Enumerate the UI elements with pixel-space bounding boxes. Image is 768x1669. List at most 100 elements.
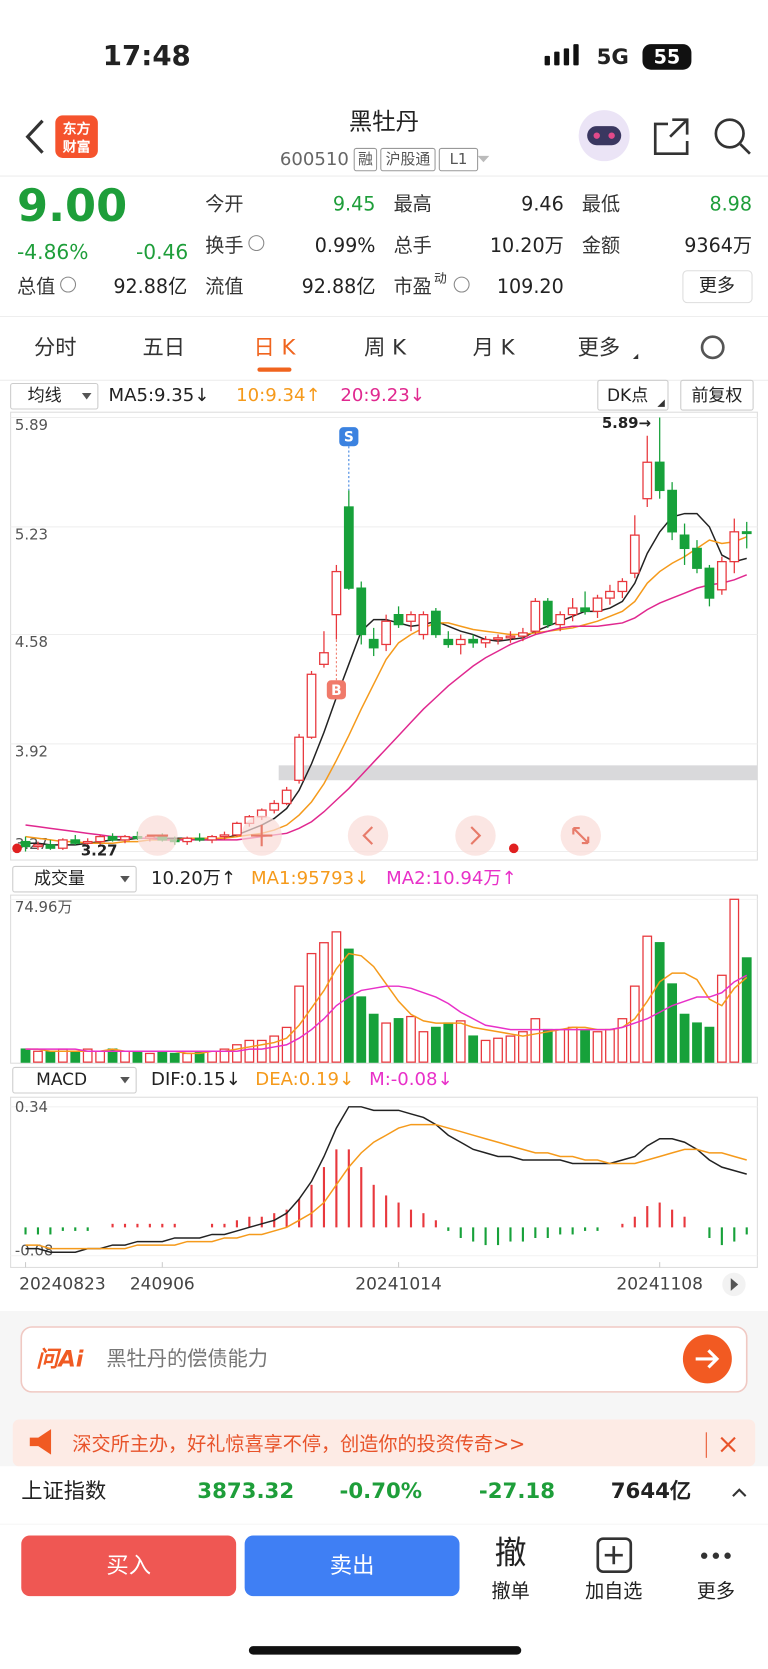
stock-tag [353,147,378,172]
candle-body [281,789,292,805]
nav-icon [470,826,482,845]
candle-body [107,835,118,841]
volume-bar [468,1035,479,1063]
indicator-name: MACD [36,1070,87,1090]
volume-bar [716,974,727,1063]
index-ticker[interactable] [0,1466,768,1524]
field-label: 总手 [394,234,432,257]
dropdown-icon[interactable] [477,155,490,163]
more-button[interactable] [682,270,753,304]
field-label: 最低 [582,192,620,215]
change-amount: -0.46 [136,240,188,264]
stock-tag [438,147,479,172]
field-value: 0.99% [315,234,376,257]
ai-logo: 问Ai [36,1346,84,1372]
y-tick-label: 5.23 [15,525,48,543]
tab[interactable]: 月 K [473,335,516,360]
y-tick-label: 4.58 [15,633,48,651]
ai-box[interactable] [20,1326,748,1393]
field-value: 10.20万 [490,234,564,257]
volume-bar [443,1022,454,1063]
banner[interactable] [12,1419,756,1467]
indicator-dot [12,843,22,854]
volume-bar [542,1028,553,1063]
more-button-label: 更多 [699,276,735,297]
share-button[interactable] [653,118,689,156]
volume-bar [455,1020,466,1063]
y-tick-label: 3.27 [15,835,48,853]
stock-tag [380,147,436,172]
tab[interactable]: 日 K [253,335,296,360]
volume-bar [269,1035,280,1063]
close-banner[interactable] [720,1436,736,1453]
candle-body [120,835,130,841]
signal-label: S [344,430,354,446]
cancel-icon[interactable]: 撤 [495,1534,527,1572]
chart-nav-button[interactable] [347,815,389,856]
indicator-select[interactable] [12,865,137,893]
ma-line [25,536,748,844]
legend-entry: MA1:95793↓ [251,868,369,889]
logo-text: 财富 [63,138,91,155]
sell-button[interactable] [244,1535,460,1597]
dk-button[interactable] [597,379,669,411]
y-tick-label: 5.89 [15,416,48,434]
candle-body [629,534,640,574]
tab[interactable]: 更多 [578,335,621,360]
back-button[interactable] [25,119,44,154]
indicator-select[interactable] [10,382,99,410]
dropdown-icon [120,1077,130,1084]
watchlist-label[interactable]: 加自选 [585,1579,642,1602]
field-label: 总值 [17,275,55,298]
low-annotation: 3.27 [81,842,118,860]
field-value: 9.45 [333,192,376,215]
candle-body [368,638,379,649]
price-panel [10,411,758,861]
search-button[interactable] [714,118,745,149]
chart-nav-button[interactable] [455,815,496,856]
candle-body [82,840,93,844]
settings-button[interactable] [700,335,725,360]
buy-button[interactable] [21,1535,237,1597]
candle-body [493,637,503,641]
volume-bar [704,1026,715,1063]
candle-body [480,638,491,644]
search-handle [739,143,751,155]
sell-label: 卖出 [330,1553,375,1579]
status-time: 17:48 [103,39,191,72]
candle-body [679,534,690,550]
candle-body [518,632,528,637]
expand-icon[interactable] [732,1488,747,1497]
tab[interactable]: 分时 [34,335,77,360]
battery [642,44,692,70]
candle-body [530,600,541,632]
dk-button-label: DK点 [607,386,648,406]
volume-bar [157,1050,168,1063]
field-value: 8.98 [709,192,752,215]
legend-entry: 10.20万↑ [151,868,236,889]
x-tick-label: 20241108 [616,1274,703,1294]
high-annotation: 5.89→ [602,414,651,432]
adjust-button[interactable] [680,379,754,411]
cancel-label[interactable]: 撤单 [491,1579,529,1602]
watchlist-icon[interactable] [596,1537,633,1573]
tab[interactable]: 周 K [364,335,407,360]
volume-panel [10,894,758,1064]
indicator-select[interactable] [12,1066,137,1094]
signal-label: B [331,683,342,699]
more-icon[interactable] [700,1552,731,1559]
tab[interactable]: 五日 [143,335,186,360]
y-tick-label: 0.34 [15,1098,48,1116]
dropdown-icon [120,875,130,883]
volume-bar [480,1039,491,1063]
volume-bar [132,1050,143,1063]
more-label[interactable]: 更多 [697,1579,735,1602]
field-label: 最高 [394,192,432,215]
candle-body [729,531,740,563]
index-value: 3873.32 [197,1479,294,1504]
legend-entry: 10:9.34↑ [236,385,321,406]
candle-body [542,600,553,626]
buy-label: 买入 [106,1553,151,1579]
banner-text: 深交所主办，好礼惊喜享不停，创造你的投资传奇>> [72,1433,525,1456]
candle-body [269,802,280,811]
